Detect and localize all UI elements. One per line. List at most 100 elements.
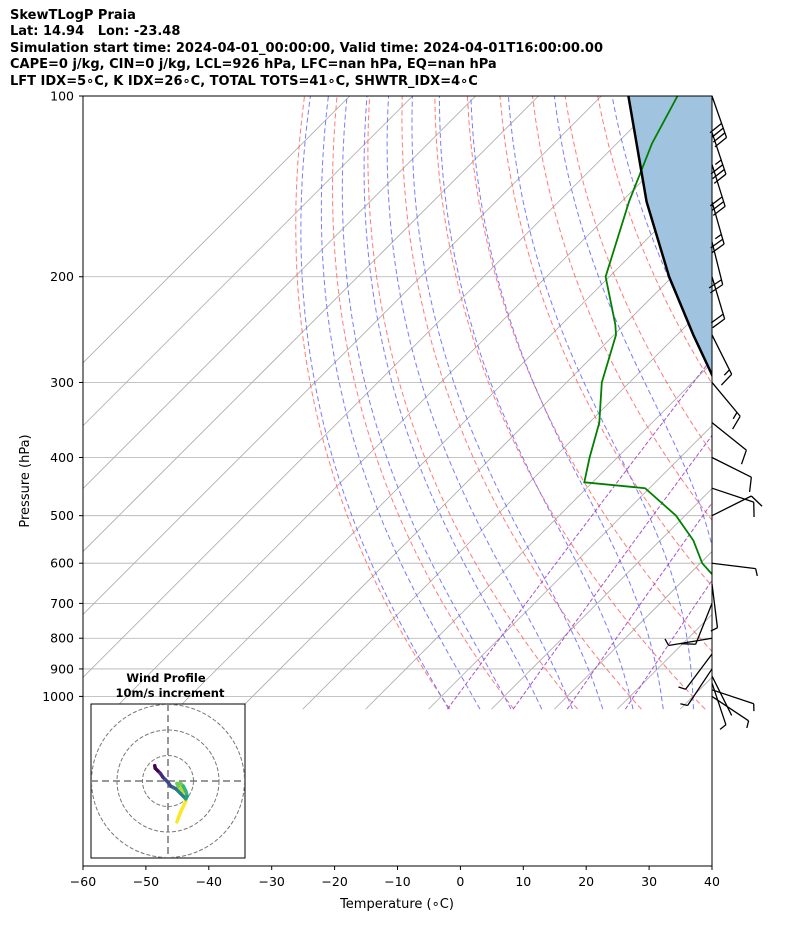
mixing-ratio-line	[566, 502, 712, 710]
x-tick-label: −30	[259, 874, 285, 889]
cin-shading	[628, 96, 712, 375]
wind-barb	[680, 668, 713, 707]
wind-barb	[678, 653, 713, 690]
inset-subtitle: 10m/s increment	[116, 686, 225, 700]
isotherm-line	[428, 425, 712, 710]
x-tick-label: −20	[321, 874, 347, 889]
moist-adiabat	[320, 96, 481, 710]
isotherm-line	[83, 96, 602, 615]
parcel-line	[627, 96, 712, 378]
y-tick-label: 500	[50, 508, 74, 523]
wind-barb	[710, 132, 727, 184]
wind-barb	[710, 276, 726, 329]
x-tick-label: −60	[70, 874, 96, 889]
dewpoint-line	[583, 96, 712, 576]
y-tick-label: 400	[50, 450, 74, 465]
moist-adiabat	[507, 96, 694, 710]
axes: −60 −50 −40 −30 −20 −10 0 10 20 30 40 1000 900 800 700…	[42, 89, 720, 890]
x-tick-label: 0	[456, 874, 464, 889]
indices-line-2: LFT IDX=5∘C, K IDX=26∘C, TOTAL TOTS=41∘C…	[10, 73, 478, 89]
isotherm-line	[113, 110, 712, 710]
moist-adiabat	[363, 96, 543, 710]
y-tick-label: 1000	[42, 689, 74, 704]
x-tick-label: −10	[384, 874, 410, 889]
x-tick-label: 30	[641, 874, 657, 889]
x-tick-label: 10	[515, 874, 531, 889]
isotherm-line	[743, 96, 794, 709]
dry-adiabat	[401, 96, 642, 710]
y-tick-label: 200	[50, 269, 74, 284]
isotherm-line	[365, 362, 712, 710]
dry-adiabat	[434, 96, 706, 710]
isotherm-line	[83, 96, 413, 427]
moist-adiabat	[300, 96, 450, 710]
dry-adiabat	[728, 96, 794, 709]
isotherm-line	[83, 96, 539, 553]
dry-adiabat	[499, 96, 712, 587]
wind-barb	[711, 456, 753, 492]
moist-adiabat	[386, 96, 573, 710]
inset-title: Wind Profile	[126, 671, 206, 685]
moist-adiabat	[470, 96, 664, 710]
moist-adiabat	[438, 96, 634, 710]
wind-barb	[711, 682, 727, 730]
dry-adiabat	[295, 96, 451, 710]
isotherm-line	[83, 96, 351, 364]
dry-adiabat	[331, 96, 515, 710]
wind-barb	[664, 637, 713, 647]
dry-adiabat	[532, 96, 712, 521]
moist-adiabat	[411, 96, 604, 710]
x-tick-label: −50	[133, 874, 159, 889]
moist-adiabat	[785, 96, 794, 709]
wind-barb	[708, 241, 724, 294]
moist-adiabat	[553, 96, 712, 548]
wind-barb	[711, 562, 758, 577]
x-tick-label: 20	[578, 874, 594, 889]
wind-barbs	[664, 95, 763, 730]
dry-adiabat	[466, 96, 712, 652]
y-tick-label: 300	[50, 375, 74, 390]
wind-barb	[711, 422, 747, 465]
mixing-ratio-line	[512, 434, 712, 710]
y-tick-label: 900	[50, 661, 74, 676]
x-tick-label: 40	[704, 874, 720, 889]
x-tick-label: −40	[196, 874, 222, 889]
wind-barb	[711, 487, 755, 517]
wind-profile-inset	[90, 703, 246, 859]
wind-barb	[680, 603, 713, 645]
y-axis-label: Pressure (hPa)	[18, 434, 33, 527]
isotherm-line	[83, 96, 665, 678]
y-tick-label: 800	[50, 631, 74, 646]
isotherm-line	[302, 299, 712, 710]
wind-barb	[711, 334, 733, 386]
isotherm-line	[554, 550, 712, 710]
hodograph-segment	[152, 763, 157, 770]
y-tick-label: 700	[50, 596, 74, 611]
temperature-line	[744, 96, 794, 696]
hodograph-ring	[91, 704, 245, 858]
chart-header: SkewTLogP Praia Lat: 14.94 Lon: -23.48 S…	[10, 8, 603, 90]
mixing-ratio-line	[447, 357, 712, 710]
time-line: Simulation start time: 2024-04-01_00:00:…	[10, 40, 603, 56]
wind-barb	[711, 382, 741, 430]
moist-adiabat	[341, 96, 512, 710]
isotherm-line	[83, 96, 476, 490]
wind-barb	[710, 583, 719, 632]
hodograph-segment	[175, 809, 183, 824]
hodograph-segment	[179, 799, 188, 814]
x-axis-label: Temperature (∘C)	[339, 897, 454, 912]
plot-area	[83, 96, 794, 710]
wind-barb	[711, 689, 755, 712]
wind-barb	[711, 675, 733, 716]
indices-line-1: CAPE=0 j/kg, CIN=0 j/kg, LCL=926 hPa, LF…	[10, 57, 497, 73]
chart-title: SkewTLogP Praia	[10, 8, 136, 23]
isotherm-line	[491, 488, 712, 710]
y-tick-label: 100	[50, 89, 74, 104]
location-line: Lat: 14.94 Lon: -23.48	[10, 24, 181, 40]
wind-barb	[709, 95, 728, 148]
dry-adiabat	[761, 96, 794, 709]
mixing-ratio-line	[624, 579, 712, 710]
isotherm-line	[239, 236, 712, 710]
dry-adiabat	[597, 96, 712, 385]
